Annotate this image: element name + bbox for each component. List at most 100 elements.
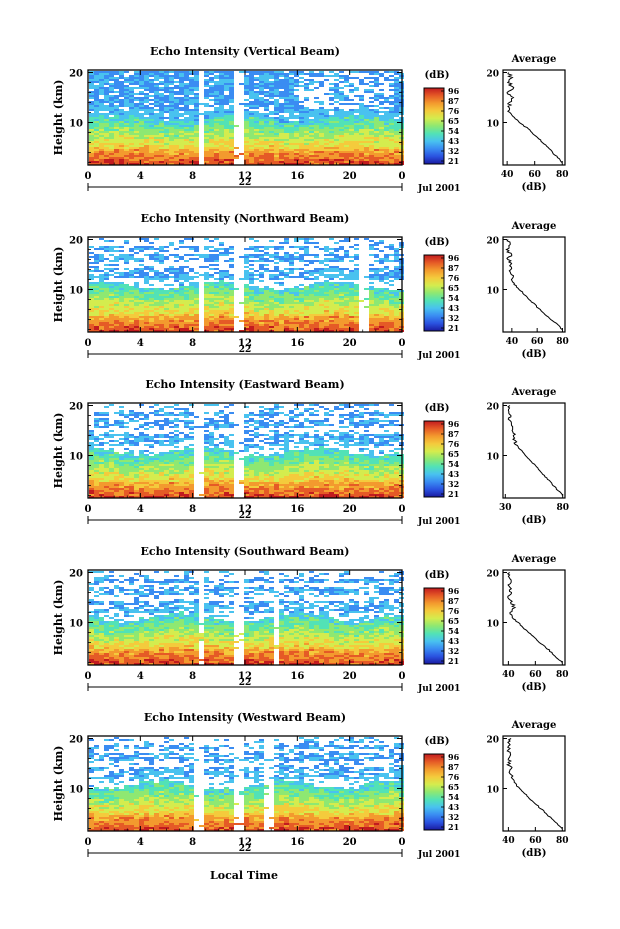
heatmap-cell <box>174 314 179 316</box>
heatmap-cell <box>154 109 159 111</box>
heatmap-cell <box>154 127 159 129</box>
heatmap-cell <box>149 159 154 161</box>
heatmap-cell <box>104 105 109 107</box>
heatmap-cell <box>154 256 159 258</box>
heatmap-cell <box>294 137 299 139</box>
heatmap-cell <box>169 324 174 326</box>
heatmap-cell <box>389 113 394 115</box>
heatmap-cell <box>384 111 389 113</box>
heatmap-cell <box>334 107 339 109</box>
heatmap-cell <box>114 125 119 127</box>
heatmap-cell <box>114 486 119 488</box>
heatmap-cell <box>109 163 114 165</box>
heatmap-cell <box>169 320 174 322</box>
heatmap-cell <box>94 101 99 103</box>
heatmap-cell <box>289 127 294 129</box>
heatmap-cell <box>224 316 229 318</box>
heatmap-cell <box>139 290 144 292</box>
heatmap-cell <box>259 75 264 77</box>
heatmap-cell <box>379 75 384 77</box>
heatmap-cell <box>339 81 344 83</box>
heatmap-cell <box>299 113 304 115</box>
heatmap-cell <box>114 494 119 496</box>
heatmap-cell <box>139 302 144 304</box>
heatmap-cell <box>179 99 184 101</box>
heatmap-cell <box>139 270 144 272</box>
heatmap-cell <box>369 312 374 314</box>
heatmap-cell <box>254 300 259 302</box>
heatmap-cell <box>244 77 249 79</box>
heatmap-cell <box>214 93 219 95</box>
heatmap-cell <box>109 119 114 121</box>
heatmap-cell <box>139 113 144 115</box>
heatmap-cell <box>179 298 184 300</box>
heatmap-cell <box>189 288 194 290</box>
heatmap-cell <box>154 125 159 127</box>
heatmap-cell <box>99 85 104 87</box>
heatmap-cell <box>154 292 159 294</box>
heatmap-cell <box>254 292 259 294</box>
heatmap-cell <box>89 119 94 121</box>
heatmap-cell <box>329 324 334 326</box>
heatmap-cell <box>364 107 369 109</box>
heatmap-cell <box>194 81 199 83</box>
heatmap-cell <box>134 282 139 284</box>
heatmap-cell <box>219 129 224 131</box>
heatmap-cell <box>154 161 159 163</box>
heatmap-cell <box>269 143 274 145</box>
heatmap-cell <box>284 238 289 240</box>
heatmap-cell <box>149 246 154 248</box>
heatmap-cell <box>184 276 189 278</box>
heatmap-cell <box>194 157 199 159</box>
heatmap-cell <box>179 157 184 159</box>
heatmap-cell <box>194 296 199 298</box>
heatmap-cell <box>294 101 299 103</box>
heatmap-cell <box>379 129 384 131</box>
heatmap-cell <box>394 258 399 260</box>
heatmap-cell <box>379 93 384 95</box>
heatmap-cell <box>394 123 399 125</box>
heatmap-cell <box>89 290 94 292</box>
heatmap-cell <box>134 308 139 310</box>
heatmap-cell <box>104 161 109 163</box>
heatmap-cell <box>309 127 314 129</box>
heatmap-cell <box>379 262 384 264</box>
heatmap-cell <box>279 105 284 107</box>
heatmap-cell <box>244 147 249 149</box>
heatmap-cell <box>124 492 129 494</box>
heatmap-cell <box>214 115 219 117</box>
heatmap-cell <box>104 318 109 320</box>
heatmap-cell <box>104 310 109 312</box>
heatmap-cell <box>349 133 354 135</box>
heatmap-cell <box>279 320 284 322</box>
heatmap-cell <box>299 246 304 248</box>
heatmap-cell <box>224 71 229 73</box>
heatmap-cell <box>94 151 99 153</box>
heatmap-cell <box>174 318 179 320</box>
heatmap-cell <box>334 320 339 322</box>
heatmap-cell <box>389 107 394 109</box>
heatmap-cell <box>99 324 104 326</box>
heatmap-cell <box>134 153 139 155</box>
heatmap-cell <box>309 322 314 324</box>
heatmap-cell <box>159 149 164 151</box>
heatmap-cell <box>219 105 224 107</box>
heatmap-cell <box>389 306 394 308</box>
heatmap-cell <box>134 113 139 115</box>
heatmap-cell <box>224 115 229 117</box>
heatmap-cell <box>94 312 99 314</box>
heatmap-cell <box>134 119 139 121</box>
heatmap-cell <box>89 109 94 111</box>
heatmap-cell <box>384 97 389 99</box>
heatmap-cell <box>169 272 174 274</box>
heatmap-cell <box>154 308 159 310</box>
heatmap-cell <box>99 326 104 328</box>
heatmap-cell <box>374 99 379 101</box>
heatmap-cell <box>364 159 369 161</box>
heatmap-cell <box>299 316 304 318</box>
heatmap-cell <box>349 85 354 87</box>
heatmap-cell <box>299 292 304 294</box>
heatmap-cell <box>389 318 394 320</box>
heatmap-cell <box>109 97 114 99</box>
heatmap-cell <box>299 107 304 109</box>
